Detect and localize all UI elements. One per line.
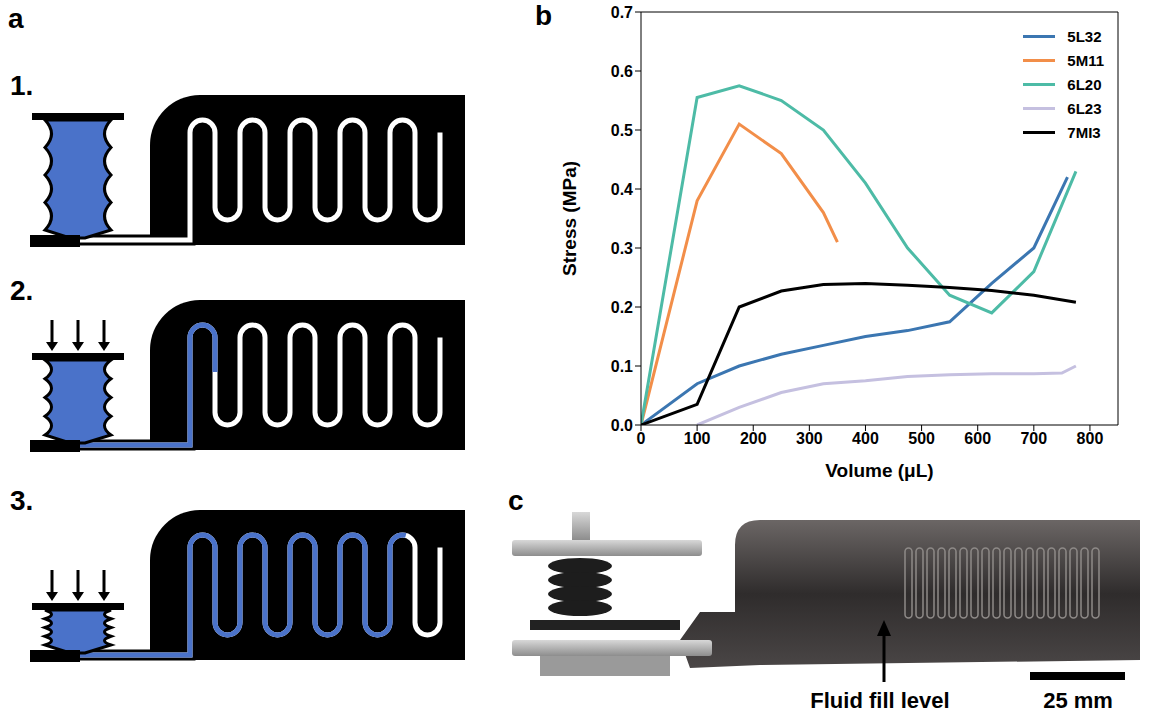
svg-text:0.2: 0.2 [611,299,633,316]
svg-text:3.: 3. [10,485,33,516]
svg-text:0.3: 0.3 [611,240,633,257]
svg-text:2.: 2. [10,275,33,306]
svg-text:1.: 1. [10,70,33,101]
svg-text:400: 400 [852,430,879,447]
svg-text:500: 500 [908,430,935,447]
html-text:6L20: 6L20 [1067,75,1102,93]
svg-text:700: 700 [1020,430,1047,447]
html-text:7MI3: 7MI3 [1067,123,1101,141]
svg-text:100: 100 [684,430,711,447]
html-text:6L23: 6L23 [1067,99,1102,117]
svg-text:300: 300 [796,430,823,447]
svg-text:25 mm: 25 mm [1043,688,1113,713]
svg-text:a: a [8,3,24,34]
svg-text:Volume (μL): Volume (μL) [825,460,933,481]
svg-text:600: 600 [964,430,991,447]
svg-text:0.6: 0.6 [611,63,633,80]
svg-text:0.0: 0.0 [611,417,633,434]
svg-text:0: 0 [637,430,646,447]
svg-text:200: 200 [740,430,767,447]
svg-text:800: 800 [1077,430,1104,447]
svg-text:Stress (MPa): Stress (MPa) [559,161,580,276]
html-text:5M11: 5M11 [1067,51,1104,69]
svg-text:0.4: 0.4 [611,181,633,198]
svg-text:0.1: 0.1 [611,358,633,375]
svg-text:0.5: 0.5 [611,122,633,139]
html-text:b: b [535,0,553,31]
svg-text:Fluid fill level: Fluid fill level [810,688,949,713]
html-text:5L32: 5L32 [1067,27,1102,45]
svg-text:0.7: 0.7 [611,4,633,21]
svg-text:c: c [508,485,524,516]
